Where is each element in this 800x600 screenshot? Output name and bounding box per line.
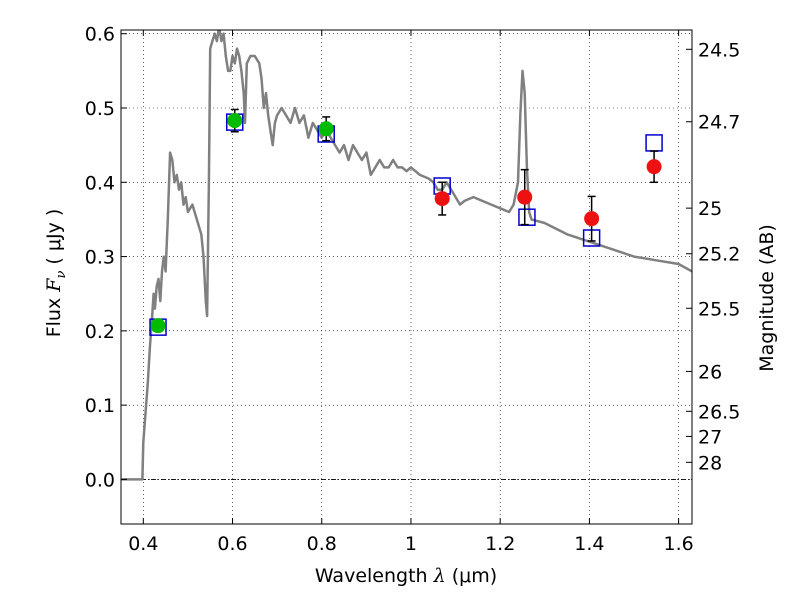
y-tick-label: 0.6 [85,24,115,46]
model-photometry-box [518,208,536,226]
y-tick-label: 0.3 [85,247,115,269]
y-tick-label: 0.4 [85,172,115,194]
y-axis-label-open-paren: ( [43,257,65,264]
y-tick-label: 0.0 [85,469,115,491]
x-tick-label: 1 [405,533,417,555]
green-point-marker [150,318,166,334]
plot-frame [120,29,693,525]
y2-tick-label: 25.2 [698,244,740,266]
svg-text:Wavelength λ (μm): Wavelength λ (μm) [315,565,497,587]
x-tick-label: 1.4 [574,533,604,555]
red-point-marker [646,159,662,175]
x-tick-label: 0.6 [217,533,247,555]
y2-tick-label: 26.5 [698,401,740,423]
y-axis-label-close-paren: ) [43,209,65,216]
y2-tick-label: 24.7 [698,112,740,134]
y-tick-label: 0.2 [85,321,115,343]
x-axis-label-text: Wavelength [315,565,428,587]
green-point-marker [227,113,243,129]
y2-tick-label: 25 [698,198,722,220]
y2-tick-label: 25.5 [698,298,740,320]
y-axis-label-symbol: F [43,278,65,293]
green-point-marker [318,121,334,137]
x-axis-label-symbol: λ [433,565,446,587]
svg-text:Flux Fν ( μJy ): Flux Fν ( μJy ) [43,209,69,338]
y-tick-label: 0.1 [85,395,115,417]
y2-axis-label-text: Magnitude (AB) [756,224,778,372]
x-tick-label: 1.2 [485,533,515,555]
y-axis-label: Flux Fν ( μJy ) [43,209,69,338]
red-point-marker [584,211,600,227]
x-tick-label: 1.6 [664,533,694,555]
y2-axis-label: Magnitude (AB) [756,224,778,372]
x-axis-label: Wavelength λ (μm) [315,565,497,587]
y-axis-label-subscript: ν [54,271,69,279]
y2-tick-label: 27 [698,426,722,448]
sed-model-line [121,30,692,481]
red-point-marker [434,191,450,207]
x-tick-label: 0.8 [307,533,337,555]
x-axis-label-unit: (μm) [452,565,497,587]
y2-tick-label: 28 [698,452,722,474]
y-tick-label: 0.5 [85,98,115,120]
model-photometry-box [645,134,663,152]
x-tick-label: 0.4 [128,533,158,555]
red-point-marker [517,189,533,205]
y-axis-label-text: Flux [43,298,65,338]
y2-tick-label: 26 [698,361,722,383]
y2-tick-label: 24.5 [698,39,740,61]
y-axis-label-unit: μJy [43,222,65,251]
